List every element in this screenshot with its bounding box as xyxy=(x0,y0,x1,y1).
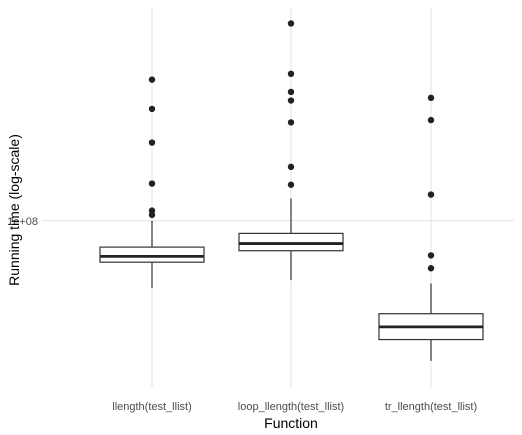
outlier-point xyxy=(148,180,156,187)
x-tick-label-0: llength(test_llist) xyxy=(112,401,191,413)
outlier-point xyxy=(287,20,295,27)
y-tick-label-0: 1e+08 xyxy=(7,216,38,228)
box-1 xyxy=(238,20,344,281)
outlier-point xyxy=(148,105,156,113)
box-2 xyxy=(378,94,484,361)
outlier-point xyxy=(287,97,295,104)
box-iqr xyxy=(238,232,344,252)
outlier-point xyxy=(148,207,156,214)
tick-labels: 1e+08 llength(test_llist) loop_llength(tes… xyxy=(7,216,477,413)
outlier-point xyxy=(427,191,435,198)
outlier-point xyxy=(148,139,156,146)
outlier-point xyxy=(287,119,295,126)
outlier-point xyxy=(427,252,435,259)
outlier-point xyxy=(287,181,295,188)
box-iqr xyxy=(99,246,205,263)
outlier-point xyxy=(287,88,295,96)
outlier-point xyxy=(287,70,295,78)
boxes xyxy=(99,20,484,361)
outlier-point xyxy=(427,116,435,124)
outlier-point xyxy=(287,163,295,171)
x-tick-label-2: tr_llength(test_llist) xyxy=(385,401,477,413)
y-axis-title: Running time (log-scale) xyxy=(6,134,22,286)
outlier-point xyxy=(148,76,156,83)
x-tick-label-1: loop_llength(test_llist) xyxy=(238,401,344,413)
outlier-point xyxy=(427,265,435,272)
x-axis-title: Function xyxy=(264,415,318,431)
box-0 xyxy=(99,76,205,289)
outlier-point xyxy=(427,94,435,102)
